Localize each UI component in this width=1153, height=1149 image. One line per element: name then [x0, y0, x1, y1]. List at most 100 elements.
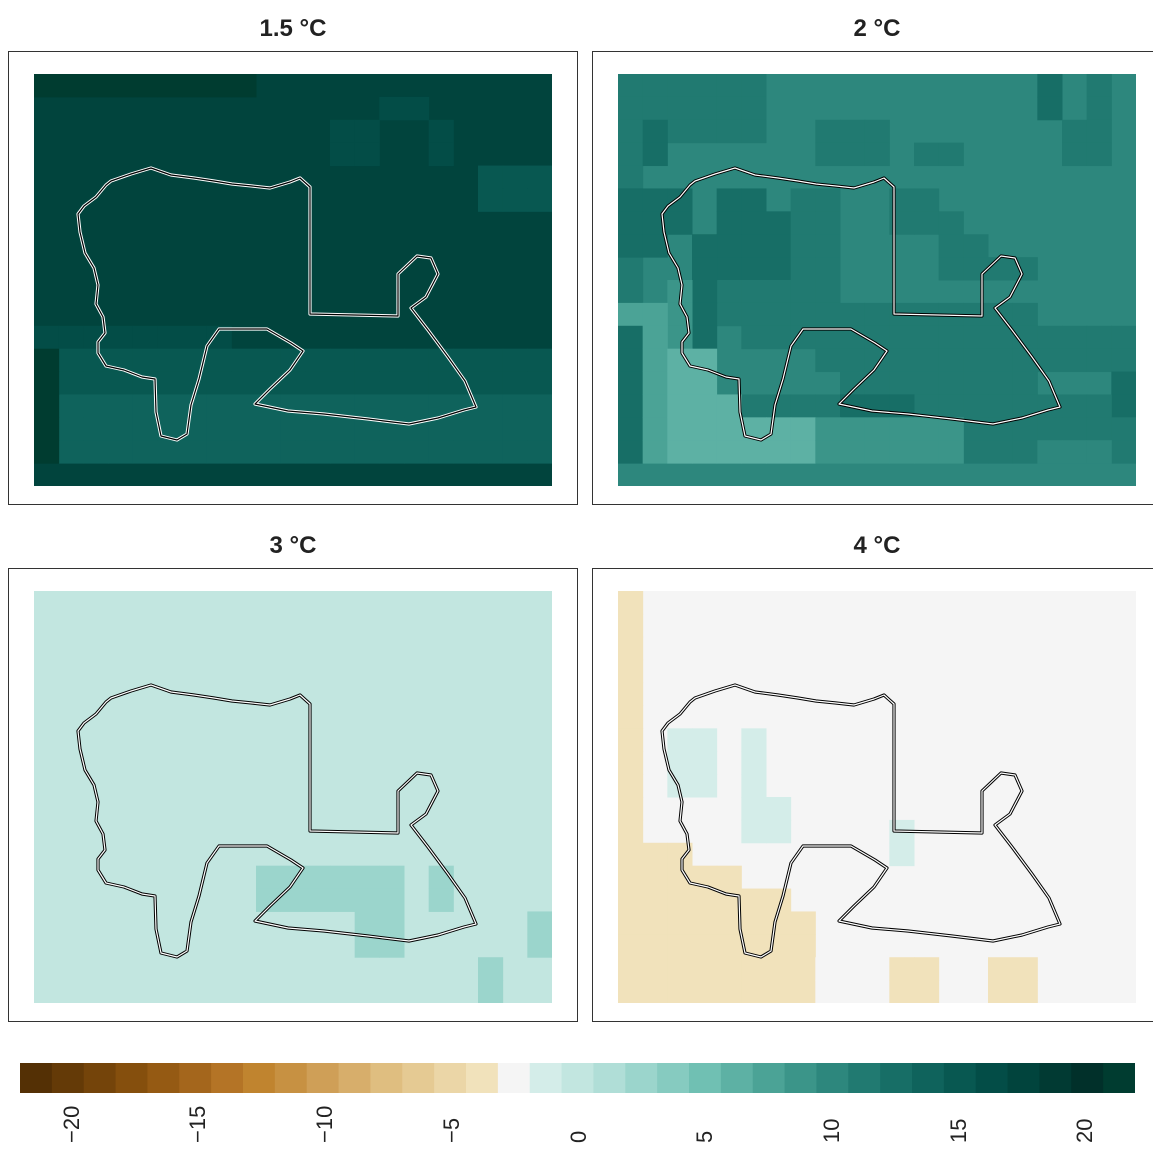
grid-cell [815, 417, 841, 441]
grid-cell [716, 417, 742, 441]
grid-cell [642, 96, 668, 121]
grid-cell [231, 417, 257, 441]
grid-cell [815, 234, 841, 258]
grid-cell [642, 394, 668, 418]
map-panel-3 [8, 568, 578, 1022]
grid-cell [231, 440, 257, 464]
grid-cell [330, 888, 356, 912]
grid-cell [58, 348, 84, 373]
grid-cell [1086, 325, 1112, 350]
grid-cell [766, 211, 792, 235]
grid-cell [790, 325, 816, 350]
colorbar-tick-label: 10 [818, 1118, 844, 1143]
grid-cell [667, 348, 693, 373]
map-panel-1 [8, 51, 578, 505]
grid-cell [354, 371, 380, 395]
grid-cell [988, 325, 1014, 350]
grid-cell [618, 888, 644, 912]
grid-cell [157, 325, 183, 350]
grid-cell [692, 440, 718, 464]
grid-cell [256, 865, 282, 890]
grid-cell [840, 371, 866, 395]
colorbar-swatch [848, 1063, 881, 1093]
grid-cell [478, 188, 504, 212]
grid-cell [83, 440, 109, 464]
grid-cell [404, 440, 430, 464]
grid-cell [667, 888, 693, 912]
grid-cell [330, 119, 356, 144]
colorbar [20, 1063, 1135, 1093]
grid-cell [157, 371, 183, 395]
colorbar-swatch [943, 1063, 977, 1093]
grid-cell [963, 348, 989, 373]
grid-cell [1086, 142, 1112, 167]
grid-cell [840, 325, 866, 350]
grid-cell [766, 234, 792, 258]
grid-cell [667, 417, 693, 441]
grid-cell [642, 440, 668, 464]
grid-cell [428, 119, 454, 144]
grid-cell [790, 211, 816, 235]
grid-cell [618, 234, 644, 258]
grid-cell [58, 74, 84, 98]
grid-cell [692, 957, 718, 981]
grid-cell [1062, 325, 1088, 350]
grid-cell [108, 325, 134, 350]
grid-cell [502, 394, 528, 418]
grid-cell [692, 371, 718, 395]
grid-cell [108, 417, 134, 441]
grid-cell [1037, 348, 1063, 373]
grid-cell [330, 394, 356, 418]
grid-cell [527, 911, 552, 935]
grid-cell [642, 957, 668, 981]
grid-cell [280, 888, 306, 912]
grid-cell [716, 96, 742, 121]
grid-cell [132, 394, 158, 418]
grid-cell [716, 234, 742, 258]
grid-cell [667, 440, 693, 464]
grid-cell [305, 440, 331, 464]
grid-cell [618, 417, 644, 441]
colorbar-swatch [466, 1063, 499, 1093]
grid-cell [1062, 394, 1088, 418]
grid-cell [766, 957, 792, 981]
grid-cell [889, 957, 915, 981]
grid-cell [741, 257, 767, 281]
colorbar-swatch [1103, 1063, 1135, 1093]
grid-cell [642, 119, 668, 144]
grid-cell [58, 417, 84, 441]
grid-cell [938, 211, 964, 235]
grid-cell [379, 440, 405, 464]
grid-cell [404, 371, 430, 395]
grid-cell [692, 980, 718, 1003]
grid-cell [692, 934, 718, 958]
grid-cell [667, 911, 693, 935]
colorbar-swatch [752, 1063, 786, 1093]
grid-cell [379, 96, 405, 121]
grid-cell [914, 188, 940, 212]
grid-cell [404, 348, 430, 373]
grid-cell [618, 257, 644, 281]
grid-cell [790, 394, 816, 418]
grid-cell [527, 934, 552, 958]
grid-cell [1012, 440, 1038, 464]
grid-cell [642, 302, 668, 327]
grid-cell [988, 348, 1014, 373]
grid-cell [741, 728, 767, 752]
grid-cell [206, 348, 232, 373]
map-svg-1 [34, 74, 552, 486]
grid-cell [1111, 348, 1136, 373]
grid-cell [132, 417, 158, 441]
grid-cell [741, 211, 767, 235]
grid-cell [988, 257, 1014, 281]
grid-cell [889, 980, 915, 1003]
grid-cell [766, 934, 792, 958]
grid-cell [741, 888, 767, 912]
grid-cell [741, 797, 767, 821]
grid-cell [741, 980, 767, 1003]
grid-cell [256, 417, 282, 441]
colorbar-tick-label: −10 [312, 1105, 338, 1143]
grid-cell [864, 325, 890, 350]
grid-cell [618, 934, 644, 958]
grid-cell [692, 728, 718, 752]
